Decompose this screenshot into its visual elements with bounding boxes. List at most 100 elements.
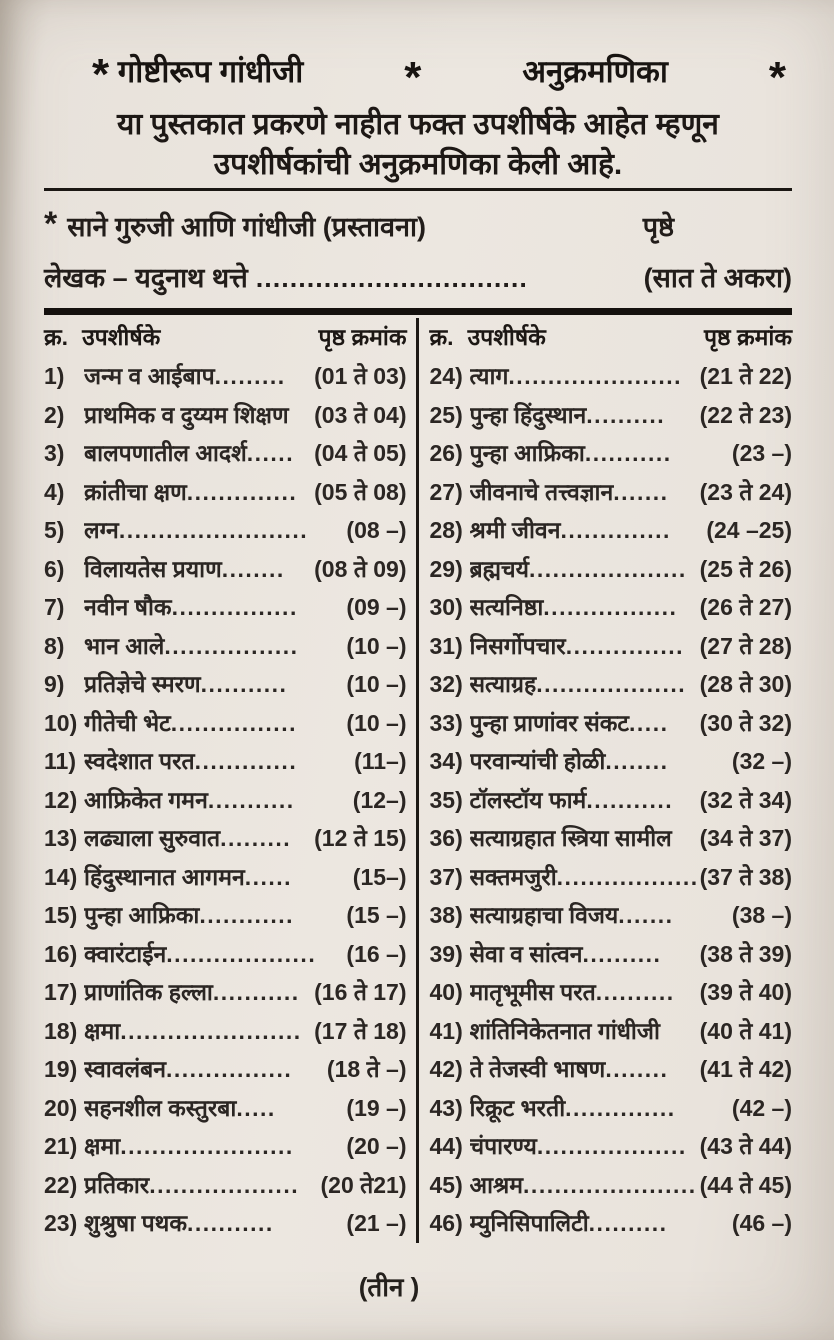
toc-row: 19) स्वावलंबन................ (18 ते –) [44,1050,407,1089]
toc-row-pages: (46 –) [731,1210,792,1236]
page-header: * गोष्टीरूप गांधीजी * अनुक्रमणिका * [92,50,786,102]
toc-row-title: पुन्हा हिंदुस्थान [469,401,587,428]
toc-row-text: शुश्रुषा पथक........... [84,1204,343,1243]
toc-row: 33) पुन्हा प्राणांवर संकट..... (30 ते 32… [430,704,793,743]
leader-dots: ......... [220,825,292,851]
toc-row-title: बालपणातील आदर्श [84,440,247,466]
preface-author-line: लेखक – यदुनाथ थत्ते ....................… [44,258,792,295]
leader-dots: ..... [236,1094,276,1121]
toc-row-title: आफ्रिकेत गमन [84,786,208,813]
toc-row-title: मातृभूमीस परत [469,979,596,1005]
toc-row-pages: (01 ते 03) [314,363,407,389]
toc-row-text: लग्न........................ [84,511,343,550]
toc-row-pages: (03 ते 04) [314,401,407,428]
toc-row: 17) प्राणांतिक हल्ला........... (16 ते 1… [44,973,407,1012]
toc-row: 24) त्याग...................... (21 ते 2… [430,357,793,396]
toc-row-pages: (12–) [352,786,407,813]
toc-row-title: क्षमा [84,1017,121,1044]
toc-row: 46) म्युनिसिपालिटी.......... (46 –) [430,1204,793,1243]
toc-row: 6) विलायतेस प्रयाण........ (08 ते 09) [44,550,407,589]
toc-row-text: स्वावलंबन................ [84,1050,324,1089]
toc-row: 30) सत्यनिष्ठा................. (26 ते 2… [430,588,793,627]
toc-row-number: 28) [429,517,463,543]
leader-dots: ....................... [120,1017,302,1044]
toc-row: 42) ते तेजस्वी भाषण........ (41 ते 42) [430,1050,793,1089]
leader-dots: ........... [212,979,300,1005]
toc-row-text: क्वारंटाईन................... [84,935,343,974]
toc-row: 29) ब्रह्मचर्य.................... (25 त… [430,550,793,589]
toc-row-text: सहनशील कस्तुरबा..... [84,1089,343,1128]
toc-row-pages: (15–) [352,863,407,890]
toc-row-number: 12) [44,786,78,813]
toc-row-number: 46) [429,1210,463,1236]
toc-row-title: आश्रम [469,1171,524,1198]
leader-dots: ................... [556,863,697,890]
toc-row: 41) शांतिनिकेतनात गांधीजी (40 ते 41) [430,1012,793,1051]
toc-row-text: रिक्रूट भरती.............. [470,1089,729,1128]
leader-dots: .............. [186,478,298,505]
toc-row-title: हिंदुस्थानात आगमन [84,863,245,890]
toc-row-pages: (20 ते21) [320,1171,407,1198]
toc-row-pages: (27 ते 28) [699,632,792,659]
toc-row-number: 33) [429,709,463,736]
toc-row: 15) पुन्हा आफ्रिका............ (15 –) [44,896,407,935]
toc-row: 27) जीवनाचे तत्त्वज्ञान....... (23 ते 24… [430,473,793,512]
leader-dots: .............. [560,517,671,543]
toc-row-text: टॉलस्टॉय फार्म........... [470,781,697,820]
toc-row: 9) प्रतिज्ञेचे स्मरण........... (10 –) [44,665,407,704]
toc-row-title: सत्याग्रहात स्त्रिया सामील [469,825,672,851]
toc-row-number: 17) [44,979,78,1005]
toc-row-number: 5) [44,517,65,543]
toc-row: 12) आफ्रिकेत गमन........... (12–) [44,781,407,820]
toc-row-pages: (08 ते 09) [314,555,407,582]
toc-row-pages: (28 ते 30) [699,671,792,697]
leader-dots: ................... [149,1171,300,1198]
toc-row-pages: (21 ते 22) [699,363,792,389]
header-number: क्र. [429,324,454,350]
toc-row-pages: (39 ते 40) [699,979,792,1005]
leader-dots: .......... [588,1210,668,1236]
toc-row-text: पुन्हा आफ्रिका........... [470,434,729,473]
toc-row: 2) प्राथमिक व दुय्यम शिक्षण (03 ते 04) [44,396,407,435]
toc-row-pages: (04 ते 05) [314,440,407,466]
toc-row-number: 19) [44,1056,78,1082]
leader-dots: ...................... [120,1133,294,1159]
leader-dots: ........... [200,671,288,697]
toc-row: 22) प्रतिकार................... (20 ते21… [44,1166,407,1205]
toc-row-number: 9) [44,671,65,697]
toc-row-pages: (43 ते 44) [699,1133,792,1159]
toc-row-number: 18) [44,1017,78,1044]
toc-row-text: त्याग...................... [470,357,697,396]
toc-row-title: प्राथमिक व दुय्यम शिक्षण [84,401,289,428]
page-number: (तीन ) [358,1272,420,1302]
toc-row: 16) क्वारंटाईन................... (16 –) [44,935,407,974]
toc-row-title: भान आले [84,632,165,659]
toc-row-pages: (38 ते 39) [699,940,792,967]
toc-row-number: 41) [429,1017,463,1044]
toc-row-title: टॉलस्टॉय फार्म [469,786,587,813]
toc-row-title: विलायतेस प्रयाण [84,555,222,582]
toc-row-number: 7) [44,594,65,620]
leader-dots: ................. [164,632,299,659]
toc-row-text: प्रतिज्ञेचे स्मरण........... [84,665,343,704]
toc-row-pages: (32 ते 34) [699,786,792,813]
asterisk-icon: * [92,50,110,99]
toc-row-text: भान आले................. [84,627,343,666]
toc-row-pages: (25 ते 26) [699,555,792,582]
toc-row-number: 26) [429,440,463,466]
toc-row-title: सेवा व सांत्वन [469,940,583,967]
toc-row-number: 4) [44,478,65,505]
toc-row-number: 24) [429,363,463,389]
leader-dots: ................ [171,594,298,620]
leader-dots: ................... [166,940,317,967]
toc-row-number: 20) [44,1094,78,1121]
toc-row: 31) निसर्गोपचार............... (27 ते 28… [430,627,793,666]
toc-row-number: 22) [44,1171,78,1198]
toc-row-pages: (24 –25) [706,517,792,543]
toc-row-text: शांतिनिकेतनात गांधीजी [470,1012,697,1051]
header-title: उपशीर्षके [82,324,161,350]
toc-row: 39) सेवा व सांत्वन.......... (38 ते 39) [430,935,793,974]
toc-row-title: प्रतिकार [84,1171,150,1198]
leader-dots: ................................ [255,263,528,293]
toc-row: 3) बालपणातील आदर्श...... (04 ते 05) [44,434,407,473]
